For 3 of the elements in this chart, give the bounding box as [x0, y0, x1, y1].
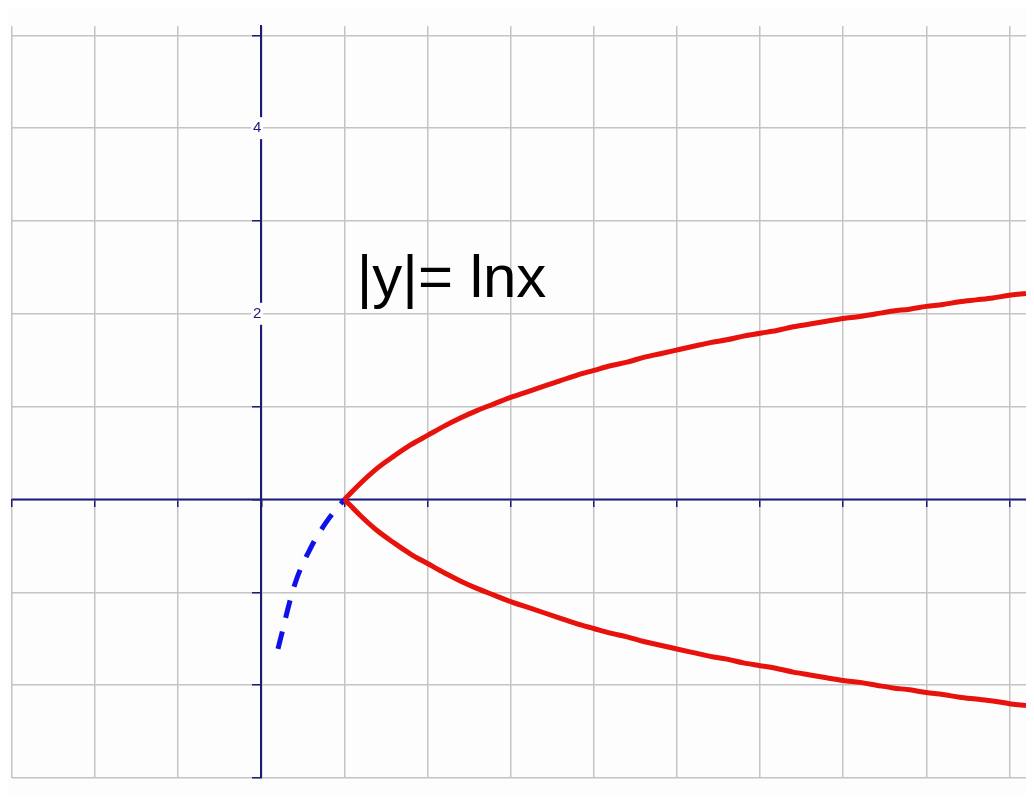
y-tick-label: 4	[253, 118, 262, 136]
annotation: |y|= lnx	[356, 242, 547, 310]
y-tick-label: 2	[253, 303, 262, 321]
